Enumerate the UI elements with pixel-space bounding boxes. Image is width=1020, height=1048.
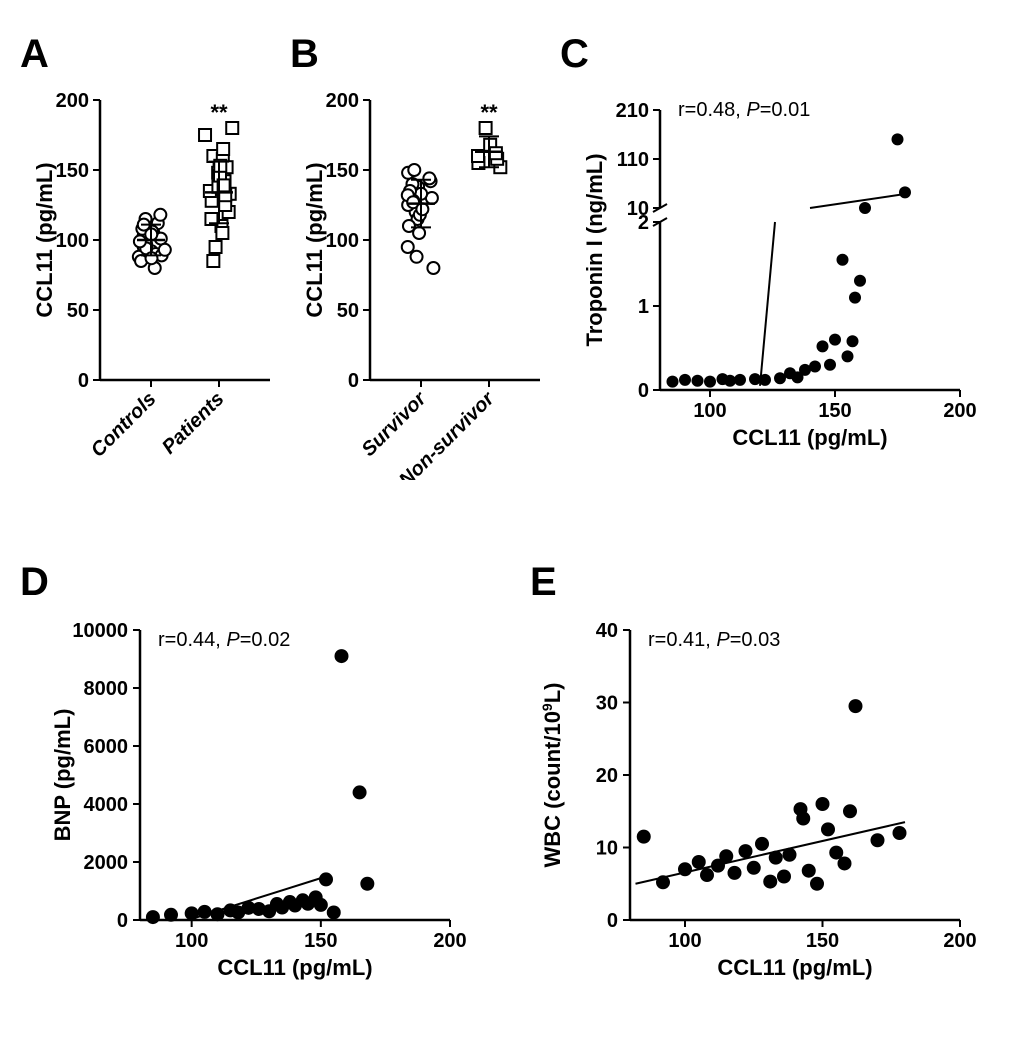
svg-text:**: ** (480, 100, 498, 125)
svg-text:0: 0 (607, 910, 618, 932)
svg-text:210: 210 (616, 100, 649, 122)
svg-text:**: ** (210, 100, 228, 125)
svg-text:10: 10 (627, 198, 649, 220)
svg-text:r=0.41, P=0.03: r=0.41, P=0.03 (648, 629, 780, 651)
svg-text:CCL11 (pg/mL): CCL11 (pg/mL) (32, 162, 57, 317)
svg-text:CCL11 (pg/mL): CCL11 (pg/mL) (732, 425, 887, 450)
svg-text:100: 100 (668, 930, 701, 952)
svg-text:110: 110 (617, 149, 649, 171)
svg-text:10000: 10000 (72, 620, 128, 642)
svg-text:150: 150 (304, 930, 337, 952)
svg-text:8000: 8000 (84, 678, 129, 700)
svg-text:r=0.48, P=0.01: r=0.48, P=0.01 (678, 99, 810, 121)
svg-text:Troponin I (ng/mL): Troponin I (ng/mL) (582, 153, 607, 346)
svg-text:CCL11 (pg/mL): CCL11 (pg/mL) (717, 955, 872, 980)
svg-text:100: 100 (693, 400, 726, 422)
svg-text:200: 200 (326, 90, 359, 112)
svg-text:20: 20 (596, 765, 618, 787)
svg-text:r=0.44, P=0.02: r=0.44, P=0.02 (158, 629, 290, 651)
svg-text:CCL11 (pg/mL): CCL11 (pg/mL) (302, 162, 327, 317)
svg-text:100: 100 (326, 230, 359, 252)
panel-a-chart: 0 50 100 150 200 CCL11 (pg/mL) ControlsPatient… (30, 60, 290, 480)
svg-text:0: 0 (117, 910, 128, 932)
svg-text:0: 0 (348, 370, 359, 392)
svg-text:200: 200 (56, 90, 89, 112)
svg-text:Patients: Patients (158, 388, 229, 459)
svg-text:6000: 6000 (84, 736, 129, 758)
svg-text:30: 30 (596, 693, 618, 715)
svg-text:100: 100 (175, 930, 208, 952)
svg-text:4000: 4000 (84, 794, 129, 816)
svg-text:40: 40 (596, 620, 618, 642)
panel-c-chart: 01210110210100150200Troponin I (ng/mL)CC… (570, 60, 1000, 480)
svg-text:50: 50 (337, 300, 359, 322)
svg-text:200: 200 (433, 930, 466, 952)
svg-text:150: 150 (806, 930, 839, 952)
panel-e-chart: 0 10 20 30 40 100 150 200 CCL11 (pg/mL) WBC (coun… (540, 580, 1000, 1020)
svg-text:0: 0 (78, 370, 89, 392)
svg-text:10: 10 (596, 838, 618, 860)
panel-b-chart: 050100150200CCL11 (pg/mL)SurvivorNon-sur… (300, 60, 560, 480)
svg-text:CCL11 (pg/mL): CCL11 (pg/mL) (217, 955, 372, 980)
svg-text:100: 100 (56, 230, 89, 252)
svg-text:150: 150 (818, 400, 851, 422)
svg-text:0: 0 (638, 380, 649, 402)
svg-text:WBC (count/109L): WBC (count/109L) (540, 682, 565, 867)
svg-text:200: 200 (943, 930, 976, 952)
svg-text:1: 1 (638, 296, 649, 318)
svg-text:150: 150 (56, 160, 89, 182)
panel-d-chart: 0 2000 4000 6000 8000 10000 100 150 200 CCL11 (pg… (30, 580, 490, 1020)
svg-text:2000: 2000 (84, 852, 129, 874)
svg-text:Controls: Controls (87, 388, 161, 462)
svg-text:50: 50 (67, 300, 89, 322)
svg-text:150: 150 (326, 160, 359, 182)
svg-text:200: 200 (943, 400, 976, 422)
svg-text:BNP (pg/mL): BNP (pg/mL) (50, 709, 75, 842)
